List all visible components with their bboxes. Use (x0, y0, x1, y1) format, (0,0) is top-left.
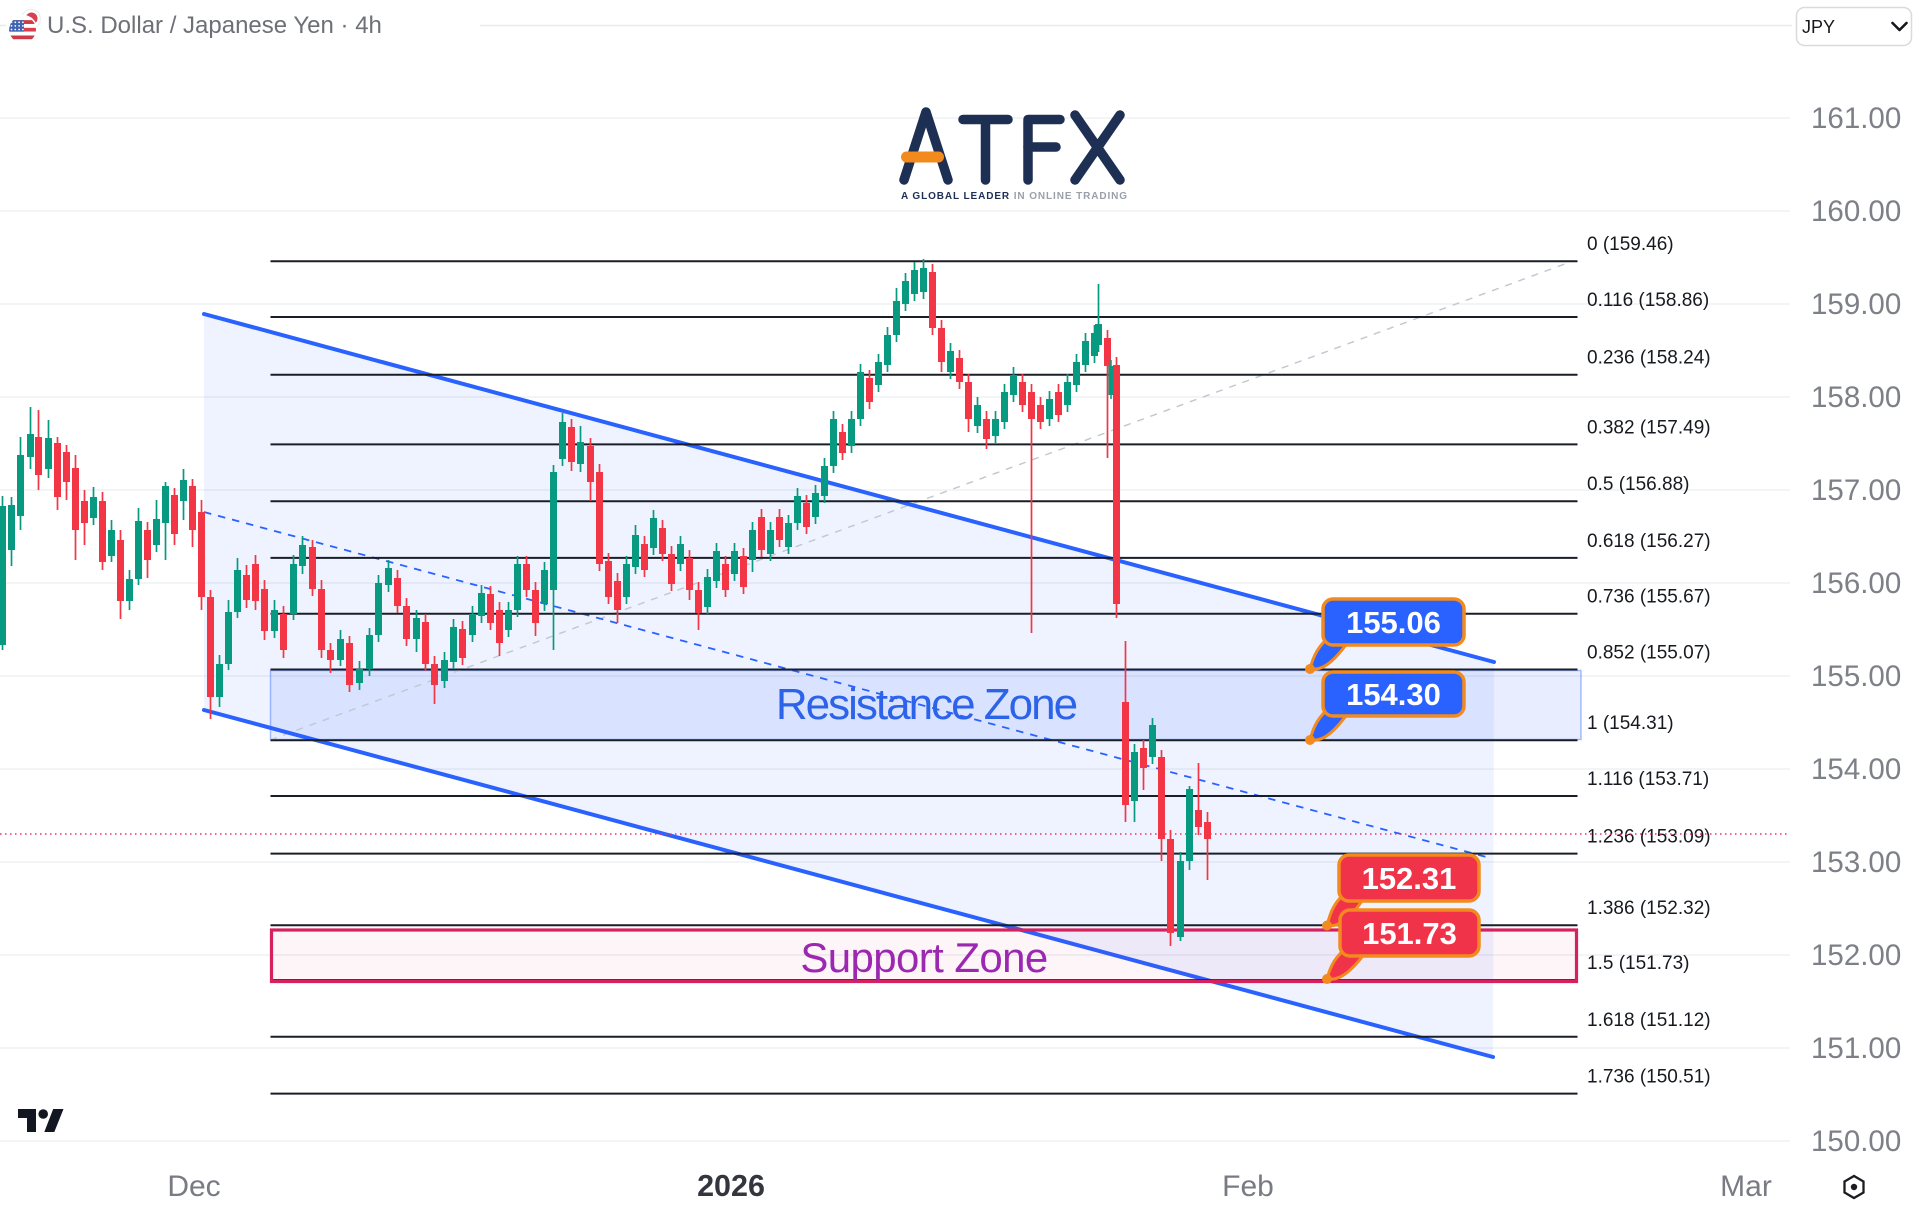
svg-text:154.00: 154.00 (1811, 753, 1901, 786)
svg-text:160.00: 160.00 (1811, 195, 1901, 228)
svg-text:U.S. Dollar / Japanese Yen · 4: U.S. Dollar / Japanese Yen · 4h (47, 12, 382, 39)
svg-text:154.30: 154.30 (1346, 677, 1441, 712)
svg-text:1.236 (153.09): 1.236 (153.09) (1587, 827, 1711, 848)
svg-text:152.31: 152.31 (1362, 861, 1457, 896)
svg-text:1.386 (152.32): 1.386 (152.32) (1587, 898, 1711, 919)
svg-text:Mar: Mar (1720, 1170, 1772, 1203)
svg-text:0 (159.46): 0 (159.46) (1587, 234, 1674, 255)
svg-text:159.00: 159.00 (1811, 288, 1901, 321)
svg-text:151.00: 151.00 (1811, 1032, 1901, 1065)
svg-text:0.618 (156.27): 0.618 (156.27) (1587, 531, 1711, 552)
svg-text:0.852 (155.07): 0.852 (155.07) (1587, 643, 1711, 664)
svg-text:157.00: 157.00 (1811, 474, 1901, 507)
svg-text:1.116 (153.71): 1.116 (153.71) (1587, 769, 1709, 790)
svg-text:0.236 (158.24): 0.236 (158.24) (1587, 348, 1711, 369)
svg-text:1.5 (151.73): 1.5 (151.73) (1587, 953, 1689, 974)
svg-text:0.736 (155.67): 0.736 (155.67) (1587, 587, 1711, 608)
svg-text:0.382 (157.49): 0.382 (157.49) (1587, 417, 1711, 438)
svg-text:1.736 (150.51): 1.736 (150.51) (1587, 1067, 1711, 1088)
svg-text:2026: 2026 (697, 1169, 765, 1203)
svg-text:153.00: 153.00 (1811, 846, 1901, 879)
svg-text:150.00: 150.00 (1811, 1125, 1901, 1158)
svg-text:152.00: 152.00 (1811, 939, 1901, 972)
svg-text:155.00: 155.00 (1811, 660, 1901, 693)
svg-text:155.06: 155.06 (1346, 605, 1441, 640)
svg-text:0.5 (156.88): 0.5 (156.88) (1587, 474, 1689, 495)
svg-text:JPY: JPY (1802, 17, 1835, 37)
svg-text:151.73: 151.73 (1362, 916, 1457, 951)
svg-text:158.00: 158.00 (1811, 381, 1901, 414)
svg-text:A GLOBAL LEADER IN ONLINE TRAD: A GLOBAL LEADER IN ONLINE TRADING (901, 191, 1128, 202)
svg-text:Feb: Feb (1222, 1170, 1274, 1203)
svg-text:1 (154.31): 1 (154.31) (1587, 713, 1674, 734)
svg-text:Support Zone: Support Zone (800, 934, 1047, 981)
svg-text:1.618 (151.12): 1.618 (151.12) (1587, 1010, 1711, 1031)
svg-text:161.00: 161.00 (1811, 102, 1901, 135)
svg-text:156.00: 156.00 (1811, 567, 1901, 600)
svg-text:Dec: Dec (167, 1170, 220, 1203)
svg-text:0.116 (158.86): 0.116 (158.86) (1587, 290, 1709, 311)
svg-text:Resistance Zone: Resistance Zone (776, 680, 1077, 729)
